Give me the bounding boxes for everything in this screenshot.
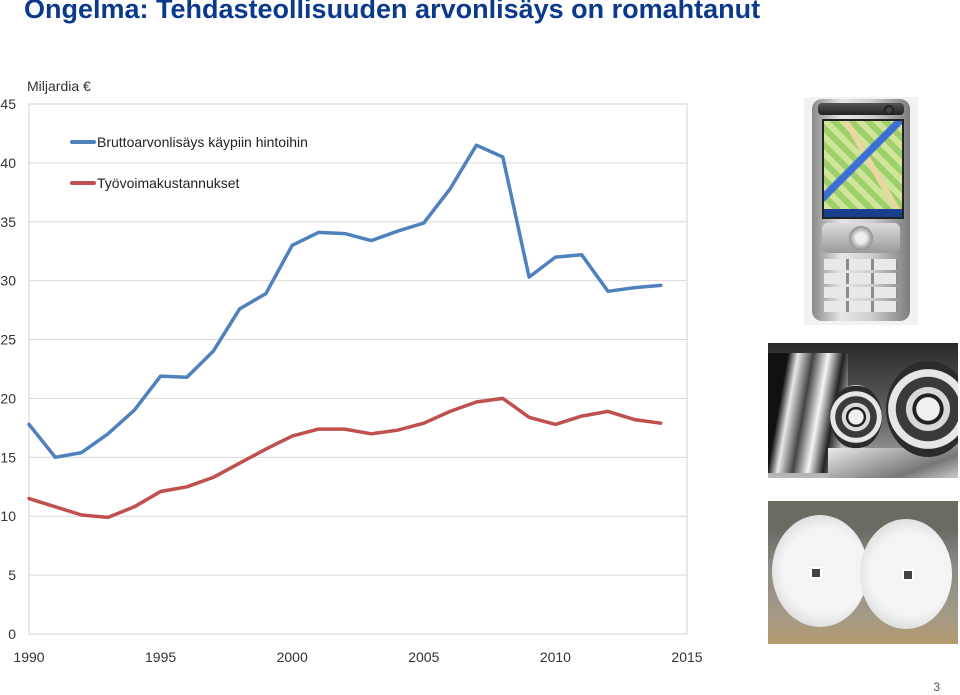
plot-area-border <box>28 103 688 635</box>
y-axis-ticks: 0 5 10 15 20 25 30 35 40 45 <box>0 96 16 642</box>
slide-title: Ongelma: Tehdasteollisuuden arvonlisäys … <box>24 0 761 24</box>
series-line-1 <box>27 143 663 460</box>
x-tick-label: 2005 <box>408 649 439 665</box>
y-tick-label: 0 <box>8 626 16 642</box>
chart-legend: Bruttoarvonlisäys käypiin hintoihin Työvo… <box>70 134 308 191</box>
mobile-phone-photo <box>804 97 918 325</box>
x-tick-label: 1990 <box>13 649 44 665</box>
y-tick-label: 25 <box>0 332 16 348</box>
page-number: 3 <box>933 680 940 694</box>
x-tick-label: 2010 <box>540 649 571 665</box>
y-axis-unit-label: Miljardia € <box>27 78 91 94</box>
y-tick-label: 5 <box>8 567 16 583</box>
y-tick-label: 15 <box>0 449 16 465</box>
y-tick-label: 35 <box>0 214 16 230</box>
y-tick-label: 10 <box>0 508 16 524</box>
series-line-2 <box>27 396 663 520</box>
y-tick-label: 30 <box>0 273 16 289</box>
x-tick-label: 2015 <box>671 649 702 665</box>
x-axis-ticks: 1990 1995 2000 2005 2010 2015 <box>13 649 702 665</box>
x-tick-label: 1995 <box>145 649 176 665</box>
y-tick-label: 45 <box>0 96 16 112</box>
y-tick-label: 40 <box>0 155 16 171</box>
legend-label-2: Työvoimakustannukset <box>97 175 240 191</box>
x-tick-label: 2000 <box>277 649 308 665</box>
steel-coils-photo <box>768 343 958 478</box>
legend-label-1: Bruttoarvonlisäys käypiin hintoihin <box>97 134 308 150</box>
y-tick-label: 20 <box>0 390 16 406</box>
paper-rolls-photo <box>768 501 958 644</box>
chart-series <box>27 143 663 520</box>
